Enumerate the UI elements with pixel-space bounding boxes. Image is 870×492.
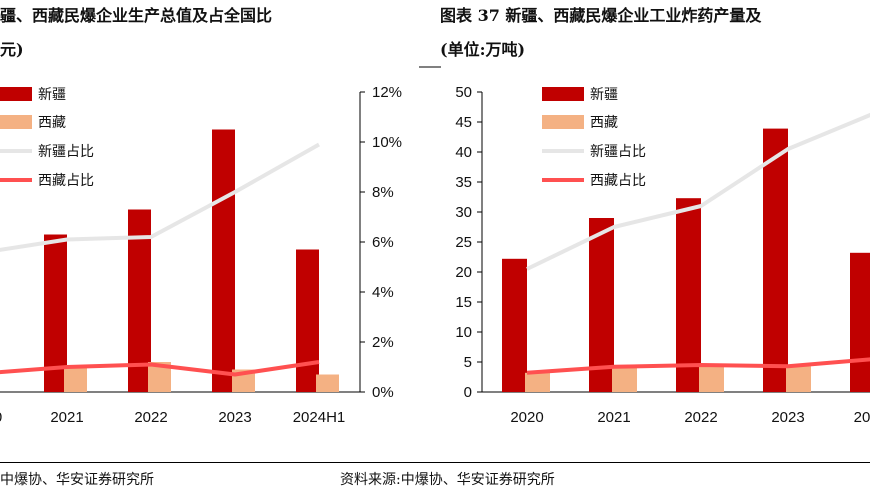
right-bar-xizang	[699, 364, 724, 392]
left-legend-swatch	[0, 115, 32, 129]
right-legend-label: 新疆占比	[590, 144, 646, 160]
right-bar-xizang	[525, 372, 550, 392]
right-legend-swatch	[542, 87, 584, 101]
left-bar-xinjiang	[44, 234, 67, 392]
left-y2-tick-label: 8%	[372, 184, 394, 201]
right-y-tick-label: 40	[455, 144, 472, 161]
right-y-tick-label: 15	[455, 294, 472, 311]
left-bar-xizang	[64, 367, 87, 392]
right-bar-xinjiang	[763, 128, 788, 392]
right-x-tick-label: 2021	[597, 409, 630, 426]
right-bar-xinjiang	[676, 198, 701, 392]
left-chart-title-line1: 疆、西藏民爆企业生产总值及占全国比	[0, 6, 273, 25]
right-x-tick-label: 2022	[684, 409, 717, 426]
left-y2-tick-label: 6%	[372, 234, 394, 251]
left-legend-label: 新疆占比	[38, 144, 94, 160]
right-y-tick-label: 45	[455, 114, 472, 131]
left-bar-xizang	[316, 374, 339, 392]
right-legend-label: 西藏占比	[590, 173, 646, 189]
right-legend-label: 西藏	[590, 115, 618, 131]
right-x-tick-label: 20	[854, 409, 870, 426]
left-y2-tick-label: 0%	[372, 384, 394, 401]
left-bar-xinjiang	[128, 209, 151, 392]
left-x-tick-label: 2023	[218, 409, 251, 426]
right-y-tick-label: 5	[464, 354, 472, 371]
left-line-xizang-share	[0, 360, 320, 377]
right-legend-swatch	[542, 115, 584, 129]
footer-divider	[0, 462, 870, 463]
right-chart-title-line1: 图表 37 新疆、西藏民爆企业工业炸药产量及	[440, 6, 762, 25]
left-y2-tick-label: 12%	[372, 84, 402, 101]
right-line-xinjiang-share	[526, 112, 870, 271]
right-y-tick-label: 50	[455, 84, 472, 101]
left-chart-title-line2: 元)	[0, 40, 24, 59]
left-source-text: 中爆协、华安证券研究所	[0, 472, 154, 488]
right-x-tick-label: 2023	[771, 409, 804, 426]
left-x-tick-label: 2022	[134, 409, 167, 426]
right-y-tick-label: 25	[455, 234, 472, 251]
left-x-tick-label: 2021	[50, 409, 83, 426]
left-line-xinjiang-share	[0, 142, 320, 252]
right-line-xizang-share	[526, 357, 870, 375]
right-legend-label: 新疆	[590, 87, 618, 103]
right-y-tick-label: 35	[455, 174, 472, 191]
left-legend-label: 新疆	[38, 87, 66, 103]
left-y2-tick-label: 2%	[372, 334, 394, 351]
right-bar-xinjiang	[589, 218, 614, 392]
right-bar-xinjiang	[850, 252, 870, 392]
left-bar-xinjiang	[212, 129, 235, 392]
right-y-tick-label: 0	[464, 384, 472, 401]
left-y2-tick-label: 10%	[372, 134, 402, 151]
left-x-tick-label: 2024H1	[293, 409, 346, 426]
right-y-tick-label: 10	[455, 324, 472, 341]
right-bar-xinjiang	[502, 258, 527, 392]
left-legend-swatch	[0, 87, 32, 101]
right-x-tick-label: 2020	[510, 409, 543, 426]
left-x-tick-label: 0	[0, 409, 2, 426]
right-bar-xizang	[786, 366, 811, 392]
left-legend-label: 西藏	[38, 115, 66, 131]
right-source-text: 资料来源:中爆协、华安证券研究所	[340, 472, 555, 488]
left-bar-xizang	[148, 362, 171, 392]
left-bar-xinjiang	[296, 249, 319, 392]
right-y-tick-label: 30	[455, 204, 472, 221]
right-y-tick-label: 20	[455, 264, 472, 281]
right-chart-title-line2: (单位:万吨)	[440, 40, 526, 59]
right-bar-xizang	[612, 366, 637, 392]
left-legend-label: 西藏占比	[38, 173, 94, 189]
left-y2-tick-label: 4%	[372, 284, 394, 301]
